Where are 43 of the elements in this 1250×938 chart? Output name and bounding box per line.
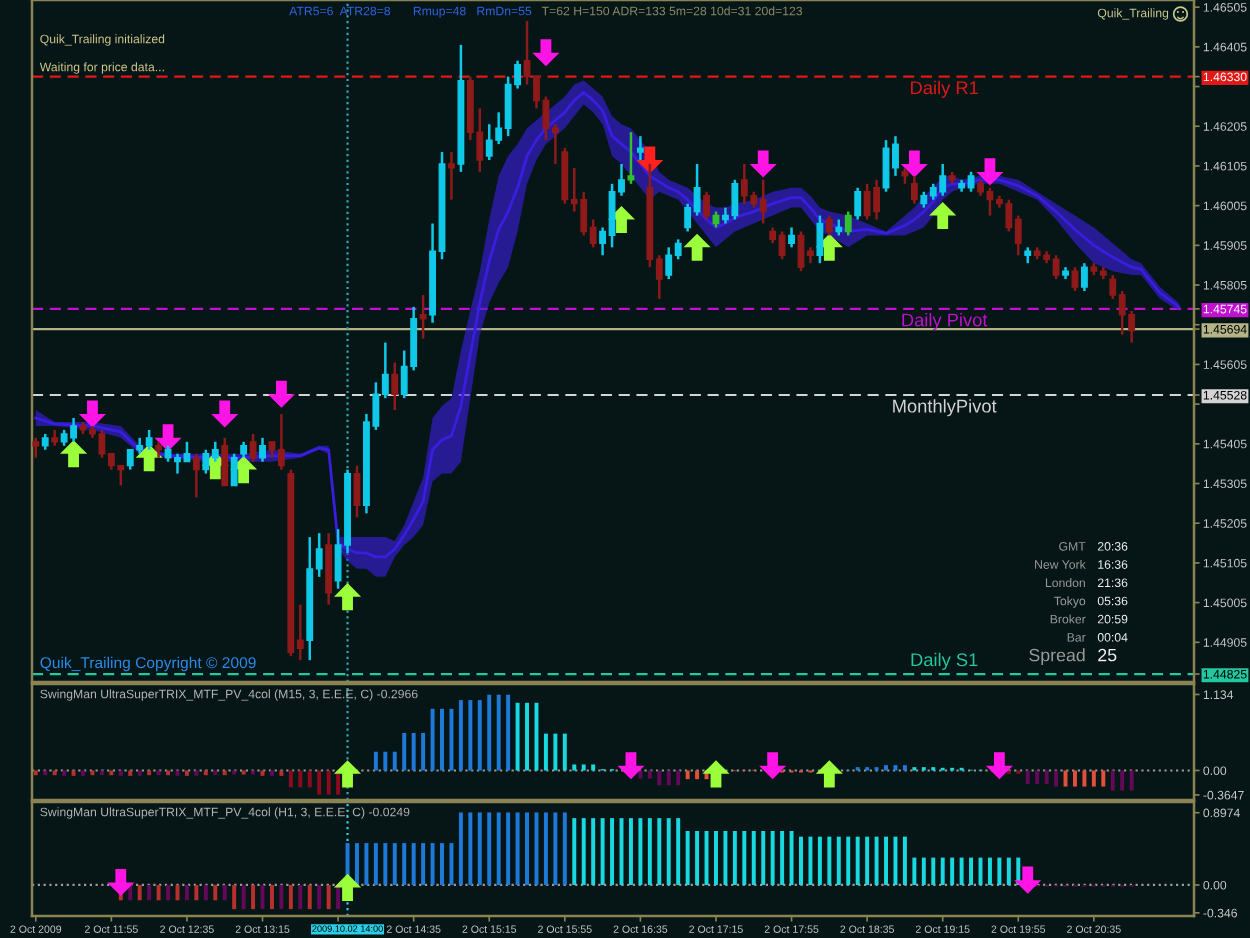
candlestick (816, 214, 824, 265)
point (929, 202, 957, 230)
candlestick (192, 452, 200, 499)
annotation: 25 (1098, 648, 1117, 662)
candlestick (627, 130, 635, 186)
ref-line-label: Daily R1 (911, 80, 978, 98)
point (636, 146, 664, 174)
candlestick (325, 531, 333, 606)
candlestick (221, 436, 229, 487)
point (135, 444, 163, 472)
point (334, 583, 362, 611)
candlestick (910, 174, 918, 205)
point (976, 158, 1004, 186)
candlestick (230, 452, 238, 487)
candlestick (448, 150, 455, 201)
point (230, 456, 258, 484)
candlestick (636, 134, 644, 162)
candlestick (703, 190, 710, 221)
candlestick (259, 436, 266, 463)
point (78, 400, 106, 428)
candlestick (277, 412, 285, 471)
candlestick (1071, 265, 1079, 293)
candlestick (788, 226, 795, 249)
candlestick (391, 361, 399, 412)
ref-line-label: Daily S1 (911, 652, 978, 670)
ref-line-label: MonthlyPivot (893, 399, 997, 417)
point (60, 440, 88, 468)
point (154, 424, 182, 452)
point (532, 39, 560, 67)
point (607, 205, 636, 234)
candlestick (854, 186, 862, 221)
annotation: Spread (1029, 648, 1085, 665)
candlestick (844, 210, 852, 237)
point (211, 400, 239, 428)
point (267, 380, 295, 408)
point (683, 233, 711, 261)
ref-line-label: Daily Pivot (902, 313, 988, 331)
candlestick (1080, 261, 1088, 293)
point (749, 150, 777, 178)
candlestick (32, 436, 40, 459)
candlestick (825, 214, 833, 237)
point (900, 150, 928, 178)
candlestick (419, 293, 427, 340)
